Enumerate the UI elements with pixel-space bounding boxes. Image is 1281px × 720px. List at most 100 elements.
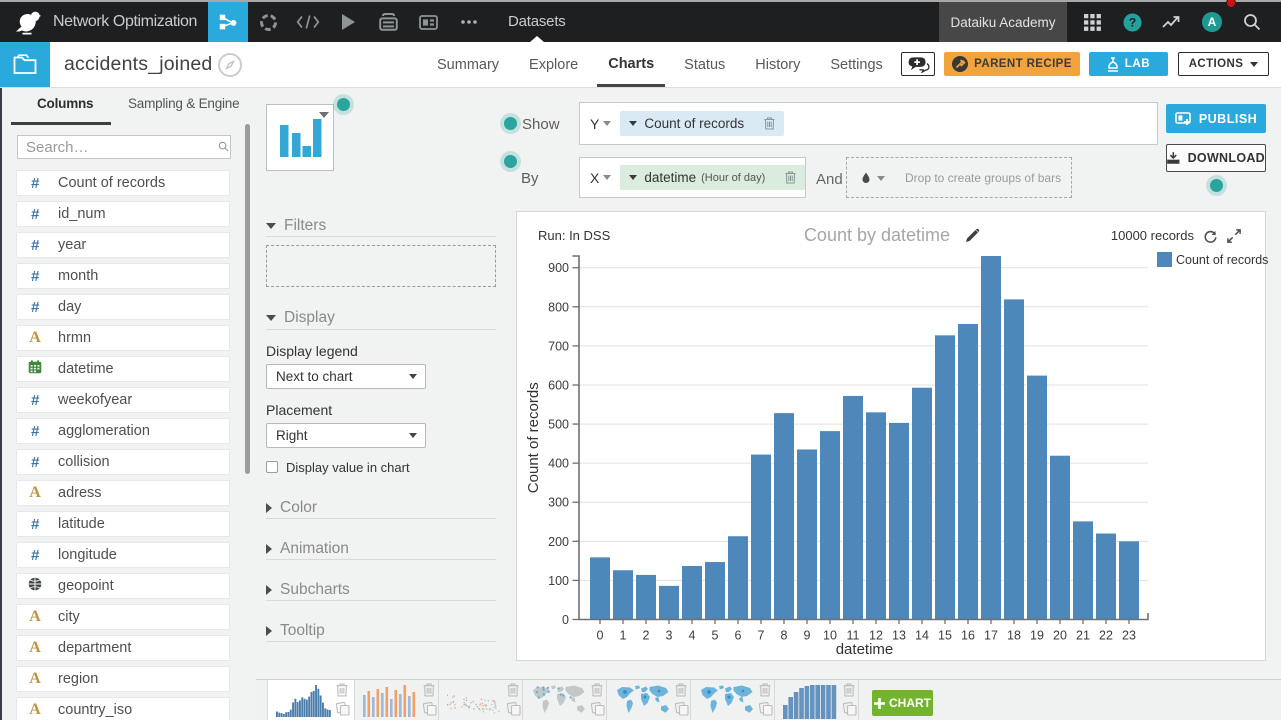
column-item-longitude[interactable]: # longitude bbox=[16, 542, 230, 568]
section-color[interactable]: Color bbox=[266, 499, 496, 517]
tab-settings[interactable]: Settings bbox=[830, 57, 883, 73]
copy-icon[interactable] bbox=[336, 702, 350, 716]
chart-tile-4-map-scatter[interactable] bbox=[523, 680, 607, 720]
copy-icon[interactable] bbox=[675, 702, 689, 716]
section-tooltip[interactable]: Tooltip bbox=[266, 622, 496, 640]
publish-button[interactable]: PUBLISH bbox=[1166, 104, 1266, 133]
copy-icon[interactable] bbox=[759, 702, 773, 716]
nav-flow-active-tile[interactable] bbox=[208, 2, 248, 42]
tab-status[interactable]: Status bbox=[684, 57, 726, 73]
y-axis-selector[interactable]: Y bbox=[590, 116, 612, 132]
activity-button[interactable] bbox=[1151, 2, 1191, 42]
navigate-flow-button[interactable] bbox=[218, 53, 242, 77]
hint-dot-show[interactable] bbox=[504, 117, 517, 130]
trash-icon[interactable] bbox=[507, 683, 519, 697]
nav-recipes-button[interactable] bbox=[248, 2, 288, 42]
filters-drop-zone[interactable] bbox=[266, 245, 496, 287]
column-item-latitude[interactable]: # latitude bbox=[16, 511, 230, 537]
tab-history[interactable]: History bbox=[755, 57, 801, 73]
hint-dot-by[interactable] bbox=[504, 155, 517, 168]
trash-icon[interactable] bbox=[843, 683, 855, 697]
hint-dot-chart-type[interactable] bbox=[337, 98, 350, 111]
column-item-weekofyear[interactable]: # weekofyear bbox=[16, 387, 230, 413]
display-section-header[interactable]: Display bbox=[266, 309, 496, 327]
column-item-datetime[interactable]: datetime bbox=[16, 356, 230, 382]
expand-icon[interactable] bbox=[1227, 228, 1241, 243]
add-chart-button[interactable]: CHART bbox=[872, 690, 933, 716]
global-search-button[interactable] bbox=[1232, 2, 1272, 42]
copy-icon[interactable] bbox=[843, 702, 857, 716]
dataset-type-tile[interactable] bbox=[0, 42, 50, 87]
actions-button[interactable]: ACTIONS bbox=[1178, 52, 1269, 76]
tab-charts[interactable]: Charts bbox=[597, 42, 666, 87]
dimension-pill-datetime[interactable]: datetime (Hour of day) bbox=[620, 165, 806, 190]
nav-more-button[interactable] bbox=[449, 2, 489, 42]
measure-pill-count-of-records[interactable]: Count of records bbox=[620, 111, 785, 136]
apps-menu-button[interactable] bbox=[1072, 2, 1112, 42]
nav-dashboards-button[interactable] bbox=[408, 2, 448, 42]
trash-icon[interactable] bbox=[591, 683, 603, 697]
trash-icon[interactable] bbox=[336, 683, 348, 697]
chart-tile-2-grouped-bars[interactable] bbox=[355, 680, 439, 720]
trash-icon[interactable] bbox=[764, 117, 775, 130]
help-button[interactable]: ? bbox=[1112, 2, 1152, 42]
project-name[interactable]: Network Optimization bbox=[53, 13, 198, 30]
lab-button[interactable]: LAB bbox=[1089, 52, 1168, 76]
sidebar-tab-columns[interactable]: Columns bbox=[37, 96, 94, 111]
chart-tile-7-dense-bars[interactable] bbox=[775, 680, 859, 720]
column-item-agglomeration[interactable]: # agglomeration bbox=[16, 418, 230, 444]
display-legend-select[interactable]: Next to chart bbox=[266, 364, 426, 389]
chart-tile-3-scatter[interactable] bbox=[439, 680, 523, 720]
download-button[interactable]: DOWNLOAD bbox=[1166, 144, 1266, 172]
edit-pencil-icon[interactable] bbox=[965, 228, 980, 243]
column-item-geopoint[interactable]: geopoint bbox=[16, 573, 230, 599]
refresh-icon[interactable] bbox=[1203, 229, 1218, 243]
column-item-id_num[interactable]: # id_num bbox=[16, 201, 230, 227]
chart-type-picker[interactable] bbox=[266, 104, 334, 171]
hint-dot-download[interactable] bbox=[1210, 179, 1223, 192]
section-animation[interactable]: Animation bbox=[266, 540, 496, 558]
nav-section-datasets[interactable]: Datasets bbox=[508, 13, 566, 30]
nav-run-button[interactable] bbox=[328, 2, 368, 42]
trash-icon[interactable] bbox=[675, 683, 687, 697]
tab-summary[interactable]: Summary bbox=[437, 57, 500, 73]
trash-icon[interactable] bbox=[759, 683, 771, 697]
user-menu-button[interactable]: A bbox=[1192, 0, 1236, 42]
columns-search-input[interactable] bbox=[17, 135, 231, 159]
filters-section-header[interactable]: Filters bbox=[266, 217, 496, 235]
chart-title[interactable]: Count by datetime bbox=[803, 225, 951, 245]
trash-icon[interactable] bbox=[423, 683, 435, 697]
copy-icon[interactable] bbox=[507, 702, 521, 716]
column-item-day[interactable]: # day bbox=[16, 294, 230, 320]
tab-explore[interactable]: Explore bbox=[529, 57, 579, 73]
sidebar-scrollbar[interactable] bbox=[245, 124, 250, 474]
copy-icon[interactable] bbox=[423, 702, 437, 716]
comments-button[interactable] bbox=[901, 52, 935, 76]
section-subcharts[interactable]: Subcharts bbox=[266, 581, 496, 599]
display-value-checkbox[interactable] bbox=[266, 461, 278, 473]
x-axis-selector[interactable]: X bbox=[590, 170, 612, 186]
placement-select[interactable]: Right bbox=[266, 423, 426, 448]
chart-tile-6-map-filled[interactable] bbox=[691, 680, 775, 720]
nav-jobs-button[interactable] bbox=[368, 2, 408, 42]
trash-icon[interactable] bbox=[785, 171, 796, 184]
academy-link[interactable]: Dataiku Academy bbox=[939, 2, 1067, 42]
copy-icon[interactable] bbox=[591, 702, 605, 716]
column-item-year[interactable]: # year bbox=[16, 232, 230, 258]
dataiku-logo-icon[interactable] bbox=[11, 8, 41, 37]
column-item-month[interactable]: # month bbox=[16, 263, 230, 289]
sidebar-tab-sampling-engine[interactable]: Sampling & Engine bbox=[128, 96, 240, 111]
parent-recipe-button[interactable]: PARENT RECIPE bbox=[944, 52, 1080, 76]
nav-code-button[interactable] bbox=[288, 2, 328, 42]
group-drop-zone[interactable]: Drop to create groups of bars bbox=[846, 157, 1072, 198]
column-item-collision[interactable]: # collision bbox=[16, 449, 230, 475]
chart-tile-1-histogram[interactable] bbox=[267, 680, 355, 720]
chart-tile-5-map-filled[interactable] bbox=[607, 680, 691, 720]
